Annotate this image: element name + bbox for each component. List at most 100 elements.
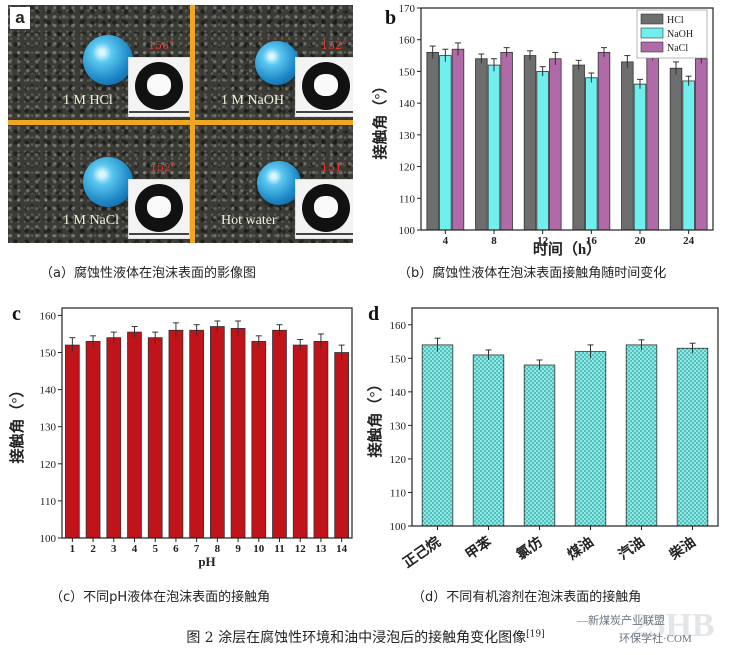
panel-letter-c: c [12,303,21,325]
caption-a: （a）腐蚀性液体在泡沫表面的影像图 [40,266,256,281]
water-droplet [257,161,301,205]
bar [523,55,537,231]
legend-label: NaOH [667,29,693,40]
bar [421,344,454,527]
y-tick-label: 140 [390,387,407,399]
water-droplet [83,157,133,207]
bar [230,328,246,539]
x-tick-label: 4 [132,543,138,555]
caption-b: （b）腐蚀性液体在泡沫表面接触角随时间变化 [398,266,667,281]
bar [695,58,708,231]
y-tick-label: 100 [399,225,416,237]
bar [676,347,709,527]
y-tick-label: 160 [40,310,57,322]
bar [209,326,225,539]
contact-angle-inset [295,179,353,239]
bar [536,71,549,231]
bar [682,80,695,231]
figure-caption-text: 图 2 涂层在腐蚀性环境和油中浸泡后的接触角变化图像 [186,630,527,646]
y-tick-label: 170 [399,3,416,15]
bar [572,64,585,231]
x-tick-label: 柴油 [665,533,699,564]
caption-c: （c）不同pH液体在泡沫表面的接触角 [50,590,271,605]
angle-value: 152° [321,39,348,52]
x-tick-label: 24 [683,235,695,247]
x-tick-label: 8 [215,543,221,555]
bar [669,67,683,231]
y-axis-label: 接触角（°） [371,79,389,160]
x-tick-label: 6 [173,543,179,555]
panel-letter-d: d [368,303,379,325]
plot-frame [411,307,719,527]
solution-label: 1 M NaCl [63,213,119,228]
y-tick-label: 100 [390,521,407,533]
y-tick-label: 120 [399,162,416,174]
x-tick-label: 20 [635,235,647,247]
quadrant-naoh: 152° 1 M NaOH [195,5,353,120]
bar [597,52,611,231]
legend-swatch [640,27,664,39]
watermark-sub: 环保学社·COM [619,631,692,645]
bar [189,329,205,539]
y-tick-label: 140 [399,98,416,110]
x-tick-label: 7 [194,543,200,555]
x-tick-label: 2 [90,543,96,555]
bar [313,340,329,539]
legend-label: HCl [667,15,684,26]
bar [625,344,658,527]
bar [472,354,505,527]
water-droplet [255,41,299,85]
y-tick-label: 120 [40,459,57,471]
x-tick-label: 正己烷 [400,533,444,571]
bar [272,329,287,539]
chart-b-contact-angle-vs-time: b 100 110 120 130 140 150 160 170 4 8 12 16 20 24 接触角（°… [371,3,714,258]
water-droplet [83,35,133,85]
x-tick-label: 16 [586,235,598,247]
bar [574,351,607,527]
y-tick-label: 130 [399,130,416,142]
bar [106,337,122,539]
y-tick-label: 160 [399,35,416,47]
bar [127,331,142,539]
bar [168,329,184,539]
bar [646,55,659,231]
y-tick-label: 110 [390,487,407,499]
solution-label: 1 M HCl [63,93,113,108]
y-tick-label: 130 [390,420,407,432]
x-tick-label: 5 [152,543,158,555]
panel-letter-b: b [385,7,396,29]
angle-value: 152° [150,161,177,174]
x-tick-label: 14 [336,543,348,555]
x-tick-label: 甲苯 [462,533,496,564]
quadrant-hot-water: 151° Hot water [195,125,353,243]
y-tick-label: 110 [40,496,57,508]
y-tick-label: 110 [399,193,416,205]
x-tick-label: 11 [274,543,284,555]
x-tick-label: 煤油 [564,533,597,563]
quadrant-hcl: 156° 1 M HCl [8,5,190,120]
panel-separator [190,5,195,243]
x-tick-label: 3 [111,543,117,555]
x-tick-label: 4 [443,235,449,247]
watermark-logo-text: 25HB [631,607,714,644]
y-axis-label: 接触角（°） [366,377,384,458]
bar [439,55,452,231]
bar [621,61,634,231]
panel-separator [8,120,353,125]
bar [334,352,349,539]
x-axis-label: 时间（h） [533,240,601,258]
y-tick-label: 100 [40,533,57,545]
y-tick-label: 140 [40,385,57,397]
x-tick-label: 氯仿 [513,533,546,563]
angle-value: 156° [148,39,175,52]
chart-d-contact-angle-organic-solvents: d 100 110 120 130 140 150 160 正己烷 甲苯 氯仿 煤油 汽油 柴油 接触角（°… [366,303,719,571]
x-tick-label: 12 [537,235,549,247]
bar [147,337,163,539]
x-tick-label: 汽油 [615,533,648,563]
x-tick-label: 13 [315,543,327,555]
x-tick-label: 1 [70,543,76,555]
bar [85,340,101,539]
y-tick-label: 150 [399,66,416,78]
y-tick-label: 130 [40,422,57,434]
contact-angle-inset [128,179,190,239]
